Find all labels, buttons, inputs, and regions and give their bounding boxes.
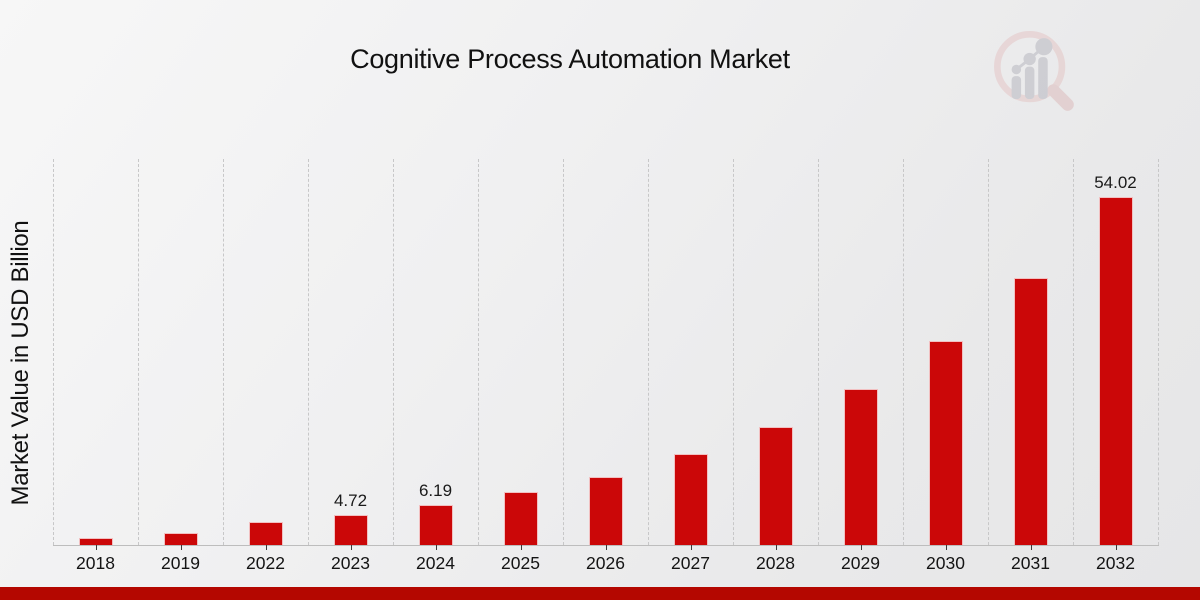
footer-accent-strip xyxy=(0,587,1200,600)
x-tick-label-2028: 2028 xyxy=(756,553,795,573)
x-axis-tick xyxy=(945,545,947,550)
plot-area: 2018 2019 2022 4.72 2023 6.19 2024 2025 2026 2027… xyxy=(53,159,1159,573)
y-axis-label: Market Value in USD Billion xyxy=(7,220,34,506)
gridline xyxy=(53,159,54,545)
x-axis-tick xyxy=(690,545,692,550)
x-axis-tick xyxy=(605,545,607,550)
x-axis-tick xyxy=(860,545,862,550)
bar-2030 xyxy=(928,341,963,545)
gridline xyxy=(903,159,904,545)
x-axis-tick xyxy=(180,545,182,550)
gridline xyxy=(733,159,734,545)
x-axis-tick xyxy=(1030,545,1032,550)
x-axis-tick xyxy=(350,545,352,550)
x-tick-label-2027: 2027 xyxy=(671,553,710,573)
bar-2022 xyxy=(248,522,283,545)
gridline xyxy=(393,159,394,545)
x-tick-label-2032: 2032 xyxy=(1096,553,1135,573)
x-tick-label-2019: 2019 xyxy=(161,553,200,573)
x-tick-label-2026: 2026 xyxy=(586,553,625,573)
x-tick-label-2024: 2024 xyxy=(416,553,455,573)
x-tick-label-2031: 2031 xyxy=(1011,553,1050,573)
bar-2032 xyxy=(1098,197,1133,545)
bar-2025 xyxy=(503,492,538,545)
bar-2019 xyxy=(163,533,198,545)
x-tick-label-2029: 2029 xyxy=(841,553,880,573)
x-tick-label-2030: 2030 xyxy=(926,553,965,573)
gridline xyxy=(223,159,224,545)
gridline xyxy=(138,159,139,545)
bar-value-label-2032: 54.02 xyxy=(1094,173,1137,192)
x-axis-tick xyxy=(520,545,522,550)
gridline xyxy=(478,159,479,545)
gridline xyxy=(1158,159,1159,545)
gridline xyxy=(1073,159,1074,545)
bar-2023 xyxy=(333,515,368,545)
x-axis-tick xyxy=(95,545,97,550)
bar-2018 xyxy=(78,538,113,545)
bar-2027 xyxy=(673,454,708,545)
chart-title: Cognitive Process Automation Market xyxy=(350,44,790,74)
gridline xyxy=(308,159,309,545)
gridline xyxy=(563,159,564,545)
bar-2031 xyxy=(1013,278,1048,545)
magnifier-bar-chart-logo-icon xyxy=(994,31,1074,111)
x-tick-label-2025: 2025 xyxy=(501,553,540,573)
x-tick-label-2022: 2022 xyxy=(246,553,285,573)
x-axis-tick xyxy=(775,545,777,550)
x-axis-tick xyxy=(1115,545,1117,550)
x-tick-label-2018: 2018 xyxy=(76,553,115,573)
bar-2029 xyxy=(843,389,878,545)
x-tick-label-2023: 2023 xyxy=(331,553,370,573)
bar-2028 xyxy=(758,427,793,545)
bar-value-label-2023: 4.72 xyxy=(333,491,368,510)
bar-value-label-2024: 6.19 xyxy=(418,481,453,500)
gridline xyxy=(648,159,649,545)
gridline xyxy=(818,159,819,545)
x-axis-tick xyxy=(435,545,437,550)
gridline xyxy=(988,159,989,545)
x-axis-tick xyxy=(265,545,267,550)
bar-2026 xyxy=(588,477,623,545)
bar-2024 xyxy=(418,505,453,545)
